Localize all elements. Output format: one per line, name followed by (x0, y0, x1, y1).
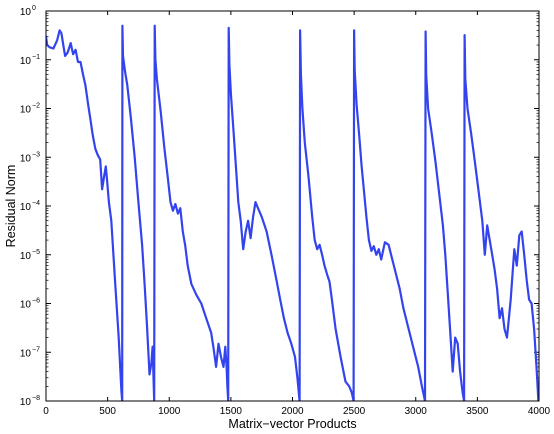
x-tick-label: 0 (43, 406, 49, 417)
x-tick-label: 1500 (220, 406, 243, 417)
x-tick-label: 2000 (281, 406, 304, 417)
y-tick-label: 10 (20, 300, 32, 311)
y-tick-exponent: −1 (32, 54, 40, 61)
y-tick-exponent: 0 (32, 5, 36, 12)
y-tick-label: 10 (20, 251, 32, 262)
y-tick-exponent: −4 (32, 200, 40, 207)
residual-series-line (46, 24, 539, 401)
y-tick-label: 10 (20, 153, 32, 164)
y-tick-label: 10 (20, 56, 32, 67)
y-tick-label: 10 (20, 7, 32, 18)
x-tick-label: 1000 (158, 406, 181, 417)
y-tick-exponent: −2 (32, 103, 40, 110)
x-tick-label: 2500 (343, 406, 366, 417)
y-axis-title: Residual Norm (4, 165, 18, 248)
x-tick-label: 3000 (405, 406, 428, 417)
y-tick-exponent: −5 (32, 249, 40, 256)
axes-box (45, 10, 540, 402)
y-tick-label: 10 (20, 202, 32, 213)
plot-area (46, 11, 539, 401)
x-tick-label: 4000 (528, 406, 551, 417)
x-axis-title: Matrix−vector Products (228, 417, 356, 431)
y-tick-label: 10 (20, 397, 32, 408)
series-group (46, 24, 539, 401)
y-tick-label: 10 (20, 105, 32, 116)
y-tick-exponent: −8 (32, 395, 40, 402)
y-tick-label: 10 (20, 348, 32, 359)
y-tick-exponent: −7 (32, 346, 40, 353)
x-tick-label: 500 (99, 406, 116, 417)
y-tick-exponent: −3 (32, 151, 40, 158)
x-tick-label: 3500 (466, 406, 489, 417)
y-tick-exponent: −6 (32, 298, 40, 305)
